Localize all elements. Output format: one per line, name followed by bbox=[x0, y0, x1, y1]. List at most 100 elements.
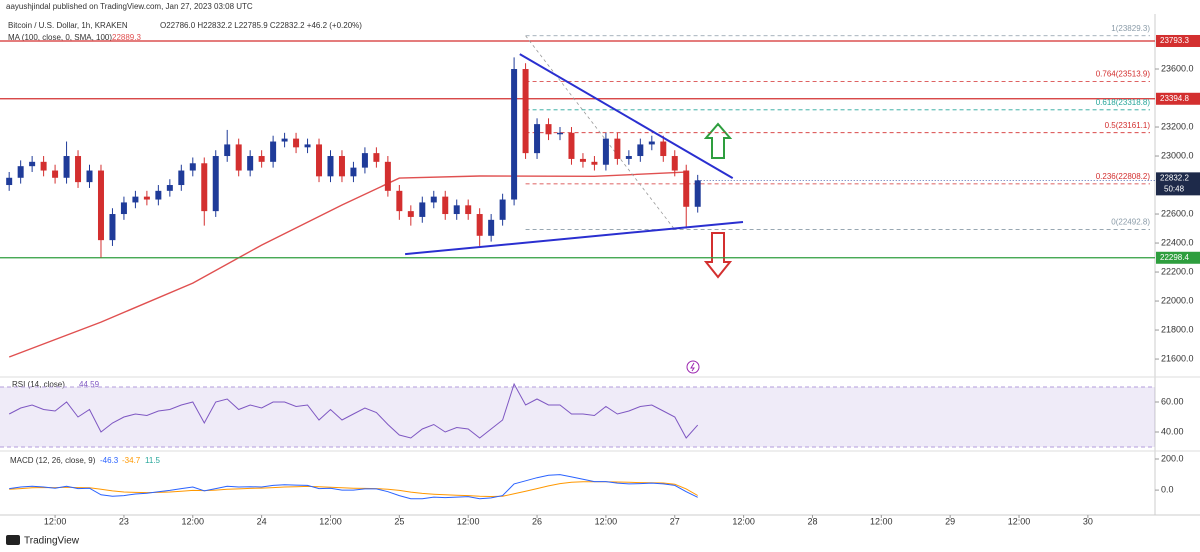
rsi-band bbox=[0, 387, 1155, 447]
x-tick-label: 12:00 bbox=[732, 516, 755, 526]
y-tick-label: 60.00 bbox=[1161, 396, 1184, 406]
candle-body bbox=[338, 156, 345, 177]
fib-label: 0.618(23318.8) bbox=[1096, 98, 1151, 107]
y-tick-label: 23000.0 bbox=[1161, 150, 1194, 160]
y-tick-label: 23200.0 bbox=[1161, 121, 1194, 131]
fib-label: 1(23829.3) bbox=[1111, 24, 1150, 33]
fib-label: 0.5(23161.1) bbox=[1105, 121, 1151, 130]
candle-body bbox=[40, 161, 47, 171]
x-tick-label: 12:00 bbox=[319, 516, 342, 526]
candle-body bbox=[602, 138, 609, 165]
candle-body bbox=[488, 219, 495, 236]
event-icon[interactable] bbox=[686, 360, 700, 374]
candle-body bbox=[235, 144, 242, 171]
ma-label: MA (100, close, 0, SMA, 100) bbox=[8, 33, 112, 42]
candle-body bbox=[224, 144, 231, 157]
chart-title: Bitcoin / U.S. Dollar, 1h, KRAKEN bbox=[8, 21, 128, 30]
fib-label: 0.764(23513.9) bbox=[1096, 70, 1151, 79]
macd-label: MACD (12, 26, close, 9) bbox=[10, 456, 96, 465]
candle-body bbox=[545, 124, 552, 135]
candle-body bbox=[419, 202, 426, 217]
x-tick-label: 12:00 bbox=[1008, 516, 1031, 526]
level-label: 23793.3 bbox=[1160, 36, 1189, 45]
macd-line bbox=[9, 474, 698, 500]
candle-body bbox=[465, 205, 472, 215]
candle-body bbox=[568, 132, 575, 159]
ohlc: O22786.0 H22832.2 L22785.9 C22832.2 +46.… bbox=[160, 21, 362, 30]
candle-body bbox=[212, 156, 219, 212]
rsi-last: 44.59 bbox=[79, 380, 100, 389]
candle-body bbox=[281, 138, 288, 142]
candle-body bbox=[648, 141, 655, 145]
level-box bbox=[1156, 251, 1200, 264]
candle-body bbox=[97, 170, 104, 241]
candle-body bbox=[109, 214, 116, 241]
x-tick-label: 26 bbox=[532, 516, 542, 526]
candle-body bbox=[293, 138, 300, 148]
level-label: 23394.8 bbox=[1160, 94, 1189, 103]
candle-body bbox=[6, 177, 13, 186]
candle-body bbox=[361, 153, 368, 168]
level-label: 22298.4 bbox=[1160, 253, 1189, 262]
x-tick-label: 12:00 bbox=[44, 516, 67, 526]
level-box bbox=[1156, 92, 1200, 105]
candle-body bbox=[557, 132, 563, 135]
macd-last: -46.3 bbox=[100, 456, 119, 465]
candle-body bbox=[155, 190, 162, 200]
candle-body bbox=[327, 156, 334, 177]
fib-label: 0(22492.8) bbox=[1111, 218, 1150, 227]
x-tick-label: 12:00 bbox=[595, 516, 618, 526]
candle-body bbox=[178, 170, 185, 186]
candle-body bbox=[52, 170, 59, 178]
candle-body bbox=[534, 124, 541, 154]
candle-body bbox=[511, 69, 518, 200]
candle-body bbox=[625, 156, 632, 159]
candle-body bbox=[201, 163, 208, 212]
candle-body bbox=[63, 156, 70, 178]
x-tick-label: 28 bbox=[807, 516, 817, 526]
candle-body bbox=[396, 190, 403, 212]
y-tick-label: 21600.0 bbox=[1161, 353, 1194, 363]
logo: TradingView bbox=[24, 536, 80, 547]
y-tick-label: 22000.0 bbox=[1161, 295, 1194, 305]
candle-body bbox=[304, 144, 311, 148]
y-tick-label: 22400.0 bbox=[1161, 237, 1194, 247]
candle-body bbox=[384, 161, 391, 191]
ma-last: 22889.3 bbox=[112, 33, 141, 42]
candle-body bbox=[694, 180, 701, 207]
publisher: aayushjindal published on TradingView.co… bbox=[6, 2, 253, 11]
candle-body bbox=[373, 153, 380, 162]
candle-body bbox=[476, 214, 483, 236]
last-price-box bbox=[1156, 172, 1200, 196]
trendline bbox=[519, 53, 734, 179]
fib-label: 0.236(22808.2) bbox=[1096, 172, 1151, 181]
candle-body bbox=[407, 211, 414, 217]
candle-body bbox=[247, 156, 254, 171]
candle-body bbox=[86, 170, 93, 183]
y-tick-label: 22600.0 bbox=[1161, 208, 1194, 218]
candle-body bbox=[189, 163, 196, 171]
x-tick-label: 12:00 bbox=[182, 516, 205, 526]
x-tick-label: 29 bbox=[945, 516, 955, 526]
logo-mark bbox=[6, 535, 20, 545]
candle-body bbox=[258, 156, 265, 162]
fib-diagonal bbox=[525, 35, 676, 230]
candle-body bbox=[132, 196, 139, 203]
y-tick-label: 23600.0 bbox=[1161, 63, 1194, 73]
x-tick-label: 27 bbox=[670, 516, 680, 526]
candle-body bbox=[166, 185, 173, 191]
candle-body bbox=[350, 167, 357, 177]
trendline bbox=[405, 221, 744, 256]
candle-body bbox=[614, 138, 621, 159]
last-price-label: 22832.2 bbox=[1160, 173, 1189, 182]
down-arrow bbox=[703, 232, 733, 279]
candle-body bbox=[29, 161, 36, 167]
candle-body bbox=[522, 69, 529, 154]
y-tick-label: 22200.0 bbox=[1161, 266, 1194, 276]
candle-body bbox=[75, 156, 82, 183]
y-tick-label: 200.0 bbox=[1161, 453, 1184, 463]
x-tick-label: 30 bbox=[1083, 516, 1093, 526]
countdown: 50:48 bbox=[1164, 184, 1185, 193]
candle-body bbox=[453, 205, 460, 215]
